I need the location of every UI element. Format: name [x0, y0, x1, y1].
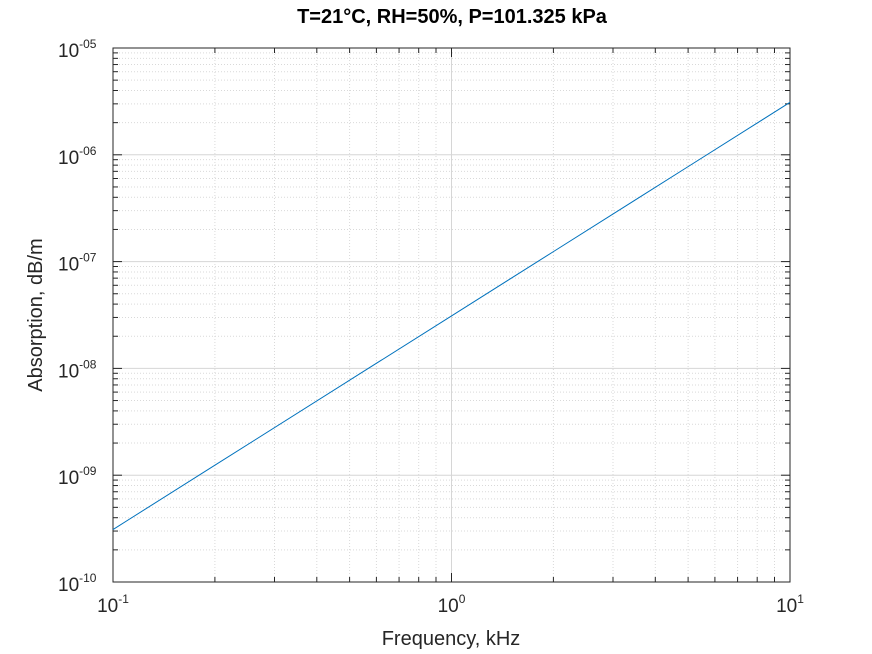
- y-tick-label: 10-09: [58, 464, 97, 489]
- tick-marks: [112, 47, 791, 583]
- x-tick-label: 10-1: [97, 592, 129, 617]
- y-tick-label: 10-10: [58, 571, 97, 596]
- y-tick-labels: 10-10 10-09 10-08 10-07 10-06 10-05: [58, 37, 97, 596]
- series-line: [112, 101, 791, 530]
- chart-title: T=21°C, RH=50%, P=101.325 kPa: [297, 6, 608, 28]
- y-tick-label: 10-06: [58, 144, 97, 169]
- major-grid: [113, 48, 790, 582]
- minor-grid: [113, 48, 790, 582]
- y-axis-label: Absorption, dB/m: [25, 238, 47, 391]
- x-tick-label: 101: [776, 592, 804, 617]
- x-axis-label: Frequency, kHz: [382, 628, 521, 650]
- y-tick-label: 10-08: [58, 357, 97, 382]
- x-tick-label: 100: [438, 592, 466, 617]
- x-tick-labels: 10-1 100 101: [97, 592, 804, 617]
- y-tick-label: 10-07: [58, 251, 97, 276]
- y-tick-label: 10-05: [58, 37, 97, 62]
- series-layer: [112, 101, 791, 530]
